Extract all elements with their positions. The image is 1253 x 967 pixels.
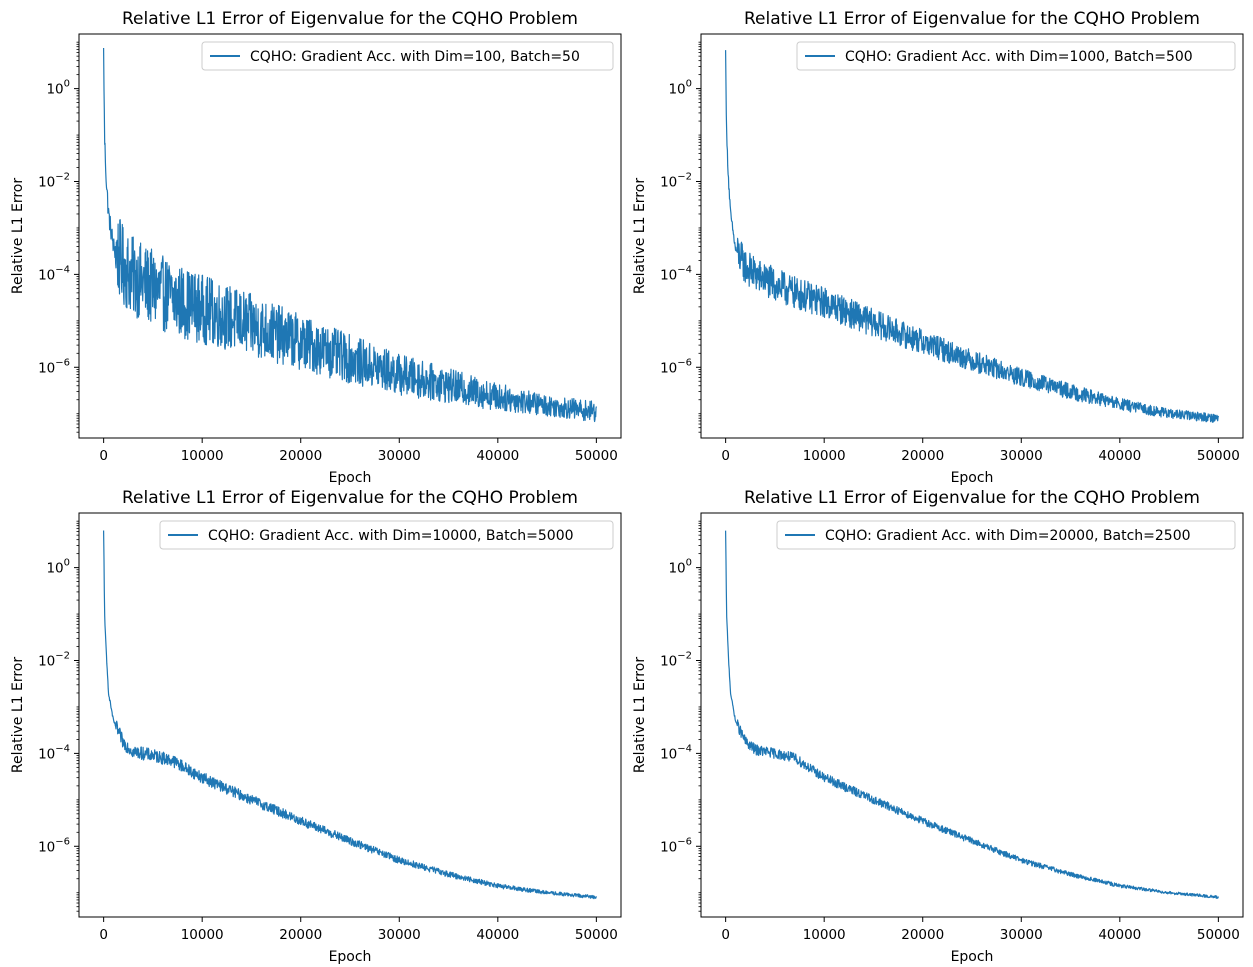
y-tick-label: 10−4 [38,743,70,762]
y-tick-label: 10−2 [660,651,692,670]
y-tick-label: 10−4 [660,743,692,762]
x-tick-label: 50000 [575,448,618,464]
legend-box [201,41,614,71]
y-tick-label: 10−6 [660,357,692,376]
y-tick-label: 100 [46,558,70,577]
legend: CQHO: Gradient Acc. with Dim=100, Batch=… [201,41,614,71]
x-axis-label: Epoch [951,949,994,965]
x-tick-label: 20000 [901,448,944,464]
y-tick-label: 10−6 [38,836,70,855]
legend: CQHO: Gradient Acc. with Dim=1000, Batch… [796,41,1236,71]
y-tick-label: 10−2 [660,172,692,191]
x-tick-label: 50000 [575,927,618,943]
y-axis-label: Relative L1 Error [10,657,26,773]
series-line [725,50,1219,423]
x-tick-label: 40000 [1098,927,1141,943]
axes-frame [700,33,1244,439]
y-tick-label: 100 [668,558,692,577]
x-tick-label: 0 [99,927,108,943]
subplot-4: Relative L1 Error of Eigenvalue for the … [632,488,1244,965]
series-line [103,530,597,900]
y-tick-label: 10−6 [38,357,70,376]
x-tick-label: 50000 [1197,448,1240,464]
legend-label: CQHO: Gradient Acc. with Dim=10000, Batc… [208,528,574,544]
x-tick-label: 10000 [803,927,846,943]
x-tick-label: 0 [99,448,108,464]
x-tick-label: 30000 [1000,448,1043,464]
series-line [725,530,1219,899]
x-tick-label: 0 [721,448,730,464]
x-tick-label: 30000 [378,448,421,464]
x-axis-label: Epoch [329,470,372,486]
x-tick-label: 40000 [476,927,519,943]
chart-title: Relative L1 Error of Eigenvalue for the … [122,9,578,29]
series-line [103,47,597,423]
y-axis-label: Relative L1 Error [632,657,648,773]
x-tick-label: 40000 [476,448,519,464]
axes-frame [78,33,622,439]
x-tick-label: 20000 [901,927,944,943]
x-tick-label: 40000 [1098,448,1141,464]
subplot-1: Relative L1 Error of Eigenvalue for the … [10,9,622,486]
legend: CQHO: Gradient Acc. with Dim=20000, Batc… [776,520,1236,550]
x-tick-label: 30000 [1000,927,1043,943]
x-axis-label: Epoch [329,949,372,965]
subplot-3: Relative L1 Error of Eigenvalue for the … [10,488,622,965]
y-tick-label: 10−6 [660,836,692,855]
legend-label: CQHO: Gradient Acc. with Dim=100, Batch=… [250,49,580,65]
x-tick-label: 10000 [181,927,224,943]
legend-box [159,520,614,550]
y-tick-label: 10−2 [38,172,70,191]
y-tick-label: 10−4 [660,264,692,283]
x-tick-label: 0 [721,927,730,943]
y-axis-label: Relative L1 Error [632,178,648,294]
x-tick-label: 20000 [279,448,322,464]
y-tick-label: 10−4 [38,264,70,283]
chart-title: Relative L1 Error of Eigenvalue for the … [744,488,1200,508]
legend: CQHO: Gradient Acc. with Dim=10000, Batc… [159,520,614,550]
chart-title: Relative L1 Error of Eigenvalue for the … [744,9,1200,29]
x-tick-label: 10000 [803,448,846,464]
y-axis-label: Relative L1 Error [10,178,26,294]
x-tick-label: 20000 [279,927,322,943]
chart-title: Relative L1 Error of Eigenvalue for the … [122,488,578,508]
legend-label: CQHO: Gradient Acc. with Dim=20000, Batc… [825,528,1191,544]
x-tick-label: 30000 [378,927,421,943]
y-tick-label: 100 [46,79,70,98]
legend-label: CQHO: Gradient Acc. with Dim=1000, Batch… [845,49,1193,65]
x-tick-label: 10000 [181,448,224,464]
axes-frame [78,512,622,918]
axes-frame [700,512,1244,918]
legend-box [776,520,1236,550]
x-tick-label: 50000 [1197,927,1240,943]
subplot-2: Relative L1 Error of Eigenvalue for the … [632,9,1244,486]
legend-box [796,41,1236,71]
x-axis-label: Epoch [951,470,994,486]
y-tick-label: 100 [668,79,692,98]
y-tick-label: 10−2 [38,651,70,670]
